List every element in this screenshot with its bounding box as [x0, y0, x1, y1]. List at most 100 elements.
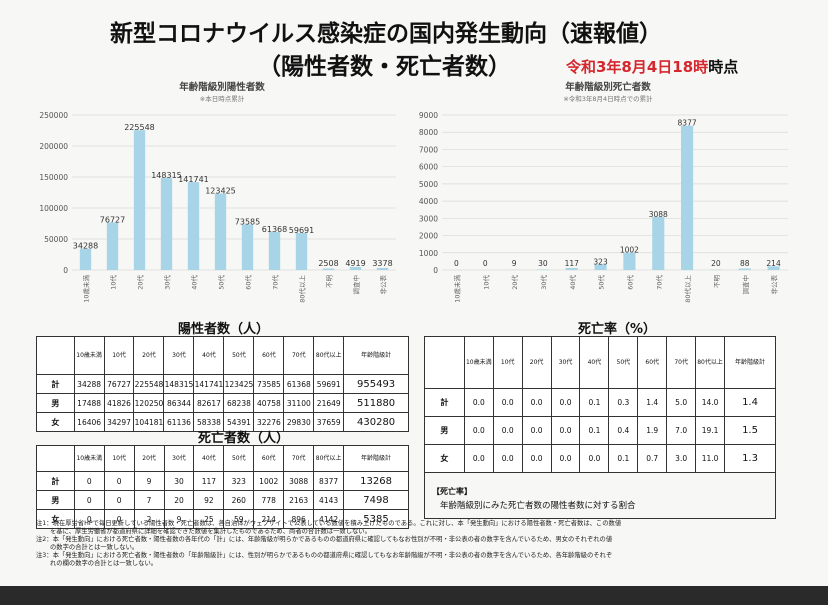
data-label: 73585 [235, 217, 260, 226]
table-cell: 68238 [223, 393, 255, 413]
row-label: 計 [36, 471, 75, 491]
mortality-header: 10歳未満 [463, 336, 494, 389]
bar [376, 267, 389, 270]
table-cell: 21649 [313, 393, 345, 413]
table-cell: 73585 [253, 374, 285, 394]
table-cell: 0.7 [637, 444, 668, 473]
table-cell: 4143 [313, 490, 345, 510]
table-row: 女 0 0 2 9 25 59 214 896 4142 5385 [36, 509, 409, 529]
x-tick-label: 30代 [539, 275, 548, 290]
table-cell: 0.0 [492, 444, 523, 473]
deaths-header: 60代 [253, 445, 285, 472]
table-cell: 0.0 [550, 388, 581, 417]
table-cell: 225548 [133, 374, 165, 394]
bar [767, 266, 780, 270]
bar [652, 216, 665, 270]
row-label: 計 [36, 374, 75, 394]
table-cell: 29830 [283, 412, 315, 432]
y-tick-label: 100000 [39, 204, 68, 213]
mortality-header: 30代 [550, 336, 581, 389]
bar [594, 264, 607, 270]
positives-header: 70代 [283, 336, 315, 375]
y-tick-label: 9000 [419, 111, 438, 120]
deaths-chart: 年齢階級別死亡者数 ※令和3年8月4日時点での累計 01000200030004… [419, 81, 788, 303]
table-cell: 0 [103, 490, 135, 510]
data-label: 2508 [318, 259, 338, 268]
table-cell: 7 [133, 490, 165, 510]
y-tick-label: 2000 [419, 232, 438, 241]
footnote-line: れの欄の数字の合計とは一致しない。 [50, 560, 158, 567]
mortality-header: 50代 [608, 336, 639, 389]
table-row: 計 0 0 9 30 117 323 1002 3088 8377 13268 [36, 471, 409, 491]
y-tick-label: 50000 [44, 235, 68, 244]
y-tick-label: 1000 [419, 249, 438, 258]
data-label: 214 [766, 259, 781, 268]
table-cell: 9 [163, 509, 195, 529]
bar [106, 222, 119, 270]
table-cell: 0.0 [579, 444, 610, 473]
positives-header: 40代 [193, 336, 225, 375]
data-label: 8377 [678, 119, 697, 128]
bar [187, 182, 200, 270]
table-row: 男 0.0 0.0 0.0 0.0 0.1 0.4 1.9 7.0 19.1 1… [424, 416, 776, 445]
bar [623, 252, 636, 270]
positives-header: 年齢階級計 [343, 336, 409, 375]
mortality-definition-label: 【死亡率】 [432, 487, 472, 496]
table-cell: 37659 [313, 412, 345, 432]
table-cell: 20 [163, 490, 195, 510]
data-label: 76727 [100, 215, 125, 224]
y-tick-label: 5000 [419, 180, 438, 189]
x-tick-label: 10代 [109, 275, 118, 290]
table-cell: 123425 [223, 374, 255, 394]
data-label: 34288 [73, 242, 98, 251]
table-cell: 61368 [283, 374, 315, 394]
table-cell: 11.0 [695, 444, 726, 473]
positives-header: 50代 [223, 336, 255, 375]
table-cell: 0.4 [608, 416, 639, 445]
bar [214, 193, 227, 270]
table-total: 13268 [343, 471, 409, 491]
deaths-heading: 死亡者数（人） [198, 431, 290, 446]
data-label: 30 [538, 259, 548, 268]
table-cell: 31100 [283, 393, 315, 413]
deaths-header: 30代 [163, 445, 195, 472]
table-cell: 34288 [73, 374, 105, 394]
mortality-header: 70代 [666, 336, 697, 389]
y-tick-label: 250000 [39, 111, 68, 120]
deaths-table: 10歳未満 10代 20代 30代 40代 50代 60代 70代 80代以上 … [36, 445, 409, 529]
x-tick-label: 調査中 [741, 275, 750, 295]
mortality-header: 80代以上 [695, 336, 726, 389]
x-tick-label: 30代 [163, 275, 172, 290]
positives-chart: 年齢階級別陽性者数 ※本日時点累計 0 50000 100000 150000 2000… [39, 81, 396, 303]
table-cell: 5.0 [666, 388, 697, 417]
bar [565, 267, 578, 270]
table-cell: 30 [163, 471, 195, 491]
mortality-heading: 死亡率（%） [578, 322, 657, 337]
table-row: 男 0 0 7 20 92 260 778 2163 4143 7498 [36, 490, 409, 510]
bar [738, 268, 751, 270]
data-label: 9 [512, 259, 517, 268]
row-label: 男 [424, 416, 465, 445]
table-cell: 117 [193, 471, 225, 491]
table-cell: 41826 [103, 393, 135, 413]
table-cell: 0.0 [521, 416, 552, 445]
table-cell: 19.1 [695, 416, 726, 445]
x-tick-label: 40代 [190, 275, 199, 290]
deaths-corner [36, 445, 75, 472]
page-subtitle: （陽性者数・死亡者数） [258, 54, 511, 80]
table-cell: 92 [193, 490, 225, 510]
table-cell: 0 [103, 471, 135, 491]
bar [160, 178, 173, 270]
data-label: 3378 [372, 259, 392, 268]
data-label: 3088 [649, 210, 668, 219]
mortality-corner [424, 336, 465, 389]
x-tick-label: 20代 [510, 275, 519, 290]
x-tick-label: 70代 [654, 275, 663, 290]
positives-chart-title: 年齢階級別陽性者数 [179, 81, 265, 93]
table-cell: 0.3 [608, 388, 639, 417]
footnote-line: を基に、厚生労働省が都道府県に詳細を確認できた数値を集計したものであるため、両者… [50, 528, 371, 535]
x-tick-label: 80代以上 [683, 275, 692, 303]
row-label: 男 [36, 393, 75, 413]
deaths-header: 10代 [103, 445, 135, 472]
